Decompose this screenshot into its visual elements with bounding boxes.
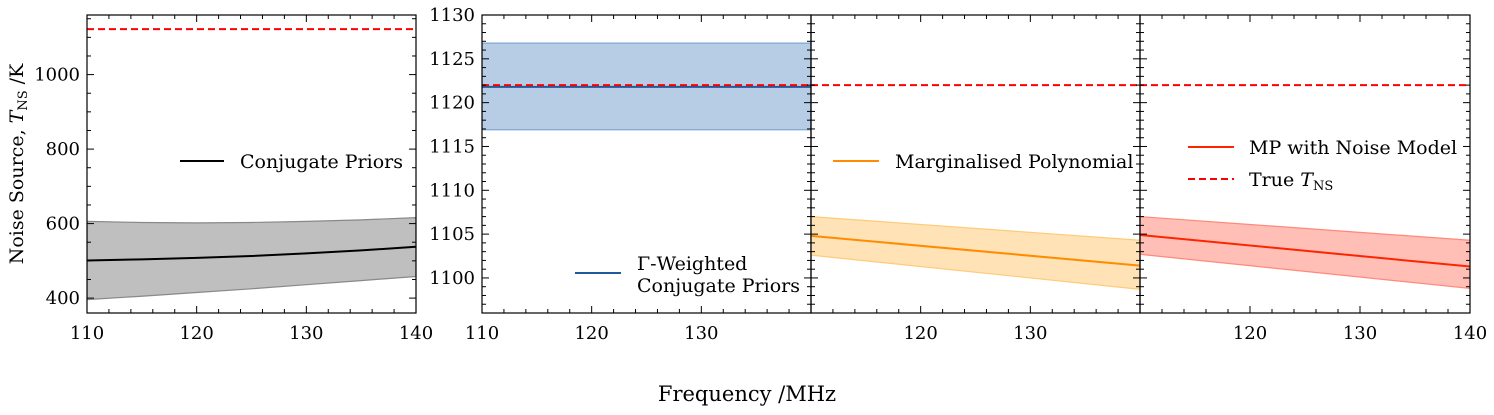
plot-area bbox=[811, 84, 1140, 290]
mean-line bbox=[811, 234, 1140, 267]
x-tick-label: 130 bbox=[1013, 323, 1047, 344]
y-tick-label: 1125 bbox=[429, 49, 475, 70]
y-tick-label: 1130 bbox=[429, 5, 475, 26]
uncertainty-band bbox=[811, 215, 1140, 290]
legend-label: Conjugate Priors bbox=[637, 275, 800, 297]
mean-line bbox=[1140, 233, 1470, 268]
mean-line bbox=[87, 245, 416, 262]
x-axis-label: Frequency /MHz bbox=[658, 382, 836, 406]
legend-label-true: True TNS bbox=[1249, 169, 1333, 194]
x-tick-label: 130 bbox=[1343, 323, 1377, 344]
legend-label: Marginalised Polynomial bbox=[895, 151, 1133, 173]
y-tick-label: 1105 bbox=[429, 224, 475, 245]
x-tick-label: 120 bbox=[179, 323, 213, 344]
axes-frame bbox=[86, 14, 417, 314]
y-tick-label: 1120 bbox=[429, 93, 475, 114]
panel-4: 120 130 140 MP with Noise Model True TNS bbox=[1139, 14, 1487, 344]
uncertainty-band bbox=[87, 217, 416, 301]
y-tick-label: 400 bbox=[46, 288, 80, 309]
y-tick-label: 1115 bbox=[429, 136, 475, 157]
x-tick-label: 140 bbox=[399, 323, 433, 344]
plot-area bbox=[87, 28, 416, 301]
x-tick-label: 140 bbox=[1453, 323, 1487, 344]
y-tick-label: 1000 bbox=[34, 65, 80, 86]
x-tick-label: 120 bbox=[903, 323, 937, 344]
y-tick-label: 1110 bbox=[429, 180, 475, 201]
y-tick-label: 1100 bbox=[429, 268, 475, 289]
plot-area bbox=[1140, 84, 1470, 290]
legend-label: Γ-Weighted bbox=[637, 253, 747, 275]
x-tick-label: 130 bbox=[684, 323, 718, 344]
x-tick-label: 130 bbox=[289, 323, 323, 344]
plot-area bbox=[482, 42, 811, 131]
legend-label: Conjugate Priors bbox=[240, 151, 403, 173]
uncertainty-band bbox=[1140, 215, 1470, 290]
panel-2: 110 120 130 1100 1105 1110 1115 1120 1125 1130 Γ-W… bbox=[429, 5, 812, 344]
panel-3: 120 130 Marginalised Polynomial bbox=[810, 14, 1141, 344]
legend-label: MP with Noise Model bbox=[1249, 137, 1457, 159]
x-tick-label: 110 bbox=[70, 323, 104, 344]
legend: Marginalised Polynomial bbox=[833, 151, 1133, 173]
y-tick-label: 800 bbox=[46, 139, 80, 160]
legend: Conjugate Priors bbox=[180, 151, 403, 173]
x-tick-label: 120 bbox=[574, 323, 608, 344]
y-axis-label: Noise Source, TNS /K bbox=[6, 63, 31, 264]
y-tick-label: 600 bbox=[46, 214, 80, 235]
legend: MP with Noise Model True TNS bbox=[1188, 137, 1457, 194]
x-tick-label: 120 bbox=[1233, 323, 1267, 344]
x-tick-label: 110 bbox=[465, 323, 499, 344]
